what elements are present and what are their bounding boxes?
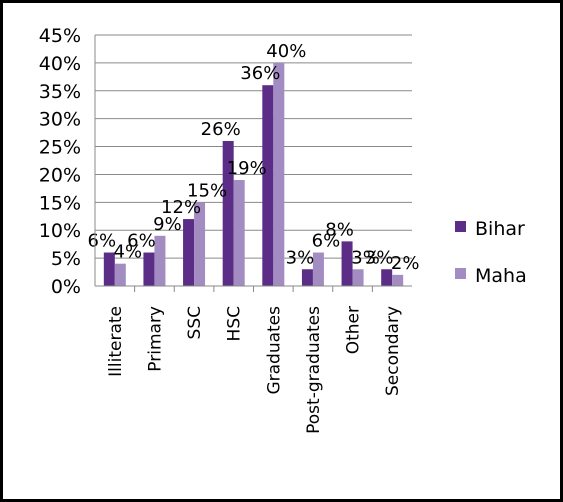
data-label-bihar: 8% xyxy=(325,219,354,240)
data-label-maha: 3% xyxy=(351,247,380,268)
bar-maha xyxy=(233,180,245,286)
legend-swatch-maha xyxy=(455,268,466,279)
bar-bihar xyxy=(103,252,115,286)
bar-maha xyxy=(392,274,404,286)
legend: Bihar Maha xyxy=(455,218,527,287)
data-label-bihar: 3% xyxy=(286,247,315,268)
category-label: SSC xyxy=(185,306,205,339)
data-label-maha: 2% xyxy=(391,253,420,274)
y-tick-label: 45% xyxy=(39,25,81,47)
data-label-bihar: 26% xyxy=(201,119,241,140)
bar-bihar xyxy=(381,269,393,286)
category-labels: Illiterate Primary SSC HSC Graduates Post-gra… xyxy=(106,306,403,434)
bar-bihar xyxy=(262,85,274,286)
data-label-maha: 40% xyxy=(266,41,306,62)
bar-bihar xyxy=(183,219,195,286)
y-tick-label: 25% xyxy=(39,137,81,159)
bar-bihar xyxy=(301,269,313,286)
legend-swatch-bihar xyxy=(455,221,466,232)
data-label-maha: 19% xyxy=(227,158,267,179)
y-tick-label: 20% xyxy=(39,164,81,186)
category-label: Illiterate xyxy=(106,306,126,377)
data-label-bihar: 3% xyxy=(365,247,394,268)
bar-maha xyxy=(194,202,206,286)
bar-maha xyxy=(114,263,126,286)
bar-maha xyxy=(312,252,324,286)
data-label-maha: 6% xyxy=(312,231,341,252)
category-label: Secondary xyxy=(383,306,403,396)
y-tick-label: 30% xyxy=(39,109,81,131)
y-tick-label: 15% xyxy=(39,192,81,214)
data-label-bihar: 6% xyxy=(88,231,117,252)
data-label-bihar: 36% xyxy=(240,63,280,84)
bar-maha xyxy=(273,62,285,287)
y-tick-label: 10% xyxy=(39,220,81,242)
data-labels: 6%4%6%9%12%15%26%19%36%40%3%6%8%3%3%2% xyxy=(88,41,420,274)
bar-maha xyxy=(352,269,364,286)
bar-bihar xyxy=(143,252,155,286)
category-label: Primary xyxy=(145,306,165,372)
legend-label-maha: Maha xyxy=(475,265,527,287)
y-tick-label: 5% xyxy=(51,248,81,270)
category-label: Post-graduates xyxy=(304,306,324,434)
y-axis-ticks: 0% 5% 10% 15% 20% 25% 30% 35% 40% 45% xyxy=(39,25,81,298)
data-label-bihar: 12% xyxy=(161,197,201,218)
category-label: HSC xyxy=(225,306,245,341)
y-tick-label: 0% xyxy=(51,276,81,298)
category-label: Graduates xyxy=(264,306,284,395)
data-label-maha: 9% xyxy=(153,214,182,235)
data-label-maha: 15% xyxy=(187,180,227,201)
category-label: Other xyxy=(344,306,364,354)
bar-bihar xyxy=(222,140,234,286)
data-label-bihar: 6% xyxy=(127,231,156,252)
y-tick-label: 40% xyxy=(39,53,81,75)
legend-label-bihar: Bihar xyxy=(475,218,525,240)
bar-maha xyxy=(154,235,166,286)
bars xyxy=(103,62,404,292)
data-label-maha: 4% xyxy=(114,242,143,263)
y-tick-label: 35% xyxy=(39,81,81,103)
bar-bihar xyxy=(341,241,353,286)
